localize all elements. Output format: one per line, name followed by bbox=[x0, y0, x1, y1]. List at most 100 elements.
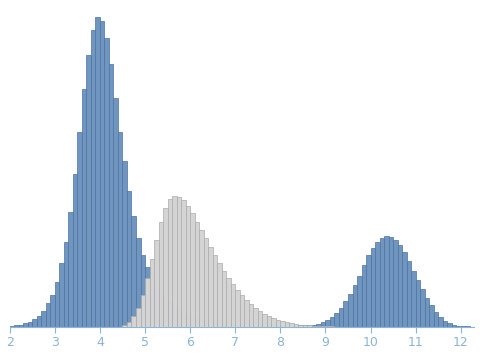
Bar bbox=[73, 174, 77, 327]
Bar bbox=[276, 325, 280, 327]
Bar bbox=[267, 325, 272, 327]
Bar bbox=[159, 221, 163, 327]
Bar bbox=[122, 325, 127, 327]
Bar bbox=[429, 306, 434, 327]
Bar bbox=[240, 295, 244, 327]
Bar bbox=[249, 304, 253, 327]
Bar bbox=[91, 30, 95, 327]
Bar bbox=[438, 317, 443, 327]
Bar bbox=[456, 326, 461, 327]
Bar bbox=[303, 325, 307, 327]
Bar bbox=[222, 324, 226, 327]
Bar bbox=[177, 311, 181, 327]
Bar bbox=[317, 324, 321, 327]
Bar bbox=[312, 325, 317, 327]
Bar bbox=[140, 254, 145, 327]
Bar bbox=[204, 321, 208, 327]
Bar bbox=[289, 325, 294, 327]
Bar bbox=[465, 326, 470, 327]
Bar bbox=[362, 265, 366, 327]
Bar bbox=[411, 271, 416, 327]
Bar bbox=[118, 132, 122, 327]
Bar bbox=[127, 322, 132, 327]
Bar bbox=[348, 294, 352, 327]
Bar bbox=[10, 326, 14, 327]
Bar bbox=[136, 307, 140, 327]
Bar bbox=[344, 301, 348, 327]
Bar bbox=[384, 236, 389, 327]
Bar bbox=[68, 212, 73, 327]
Bar bbox=[294, 325, 299, 327]
Bar bbox=[240, 325, 244, 327]
Bar bbox=[32, 319, 37, 327]
Bar bbox=[82, 89, 86, 327]
Bar bbox=[46, 303, 50, 327]
Bar bbox=[105, 38, 109, 327]
Bar bbox=[185, 206, 190, 327]
Bar bbox=[325, 326, 330, 327]
Bar bbox=[420, 289, 424, 327]
Bar bbox=[317, 326, 321, 327]
Bar bbox=[325, 320, 330, 327]
Bar bbox=[190, 213, 195, 327]
Bar bbox=[212, 256, 217, 327]
Bar bbox=[231, 325, 235, 327]
Bar bbox=[100, 21, 105, 327]
Bar bbox=[307, 325, 312, 327]
Bar bbox=[379, 238, 384, 327]
Bar bbox=[375, 242, 379, 327]
Bar bbox=[159, 294, 163, 327]
Bar bbox=[244, 301, 249, 327]
Bar bbox=[199, 230, 204, 327]
Bar bbox=[77, 132, 82, 327]
Bar bbox=[285, 322, 289, 327]
Bar bbox=[416, 280, 420, 327]
Bar bbox=[402, 253, 407, 327]
Bar bbox=[244, 325, 249, 327]
Bar bbox=[461, 326, 465, 327]
Bar bbox=[86, 55, 91, 327]
Bar bbox=[181, 200, 185, 327]
Bar bbox=[330, 326, 334, 327]
Bar bbox=[352, 285, 357, 327]
Bar bbox=[371, 248, 375, 327]
Bar bbox=[217, 263, 222, 327]
Bar bbox=[267, 316, 272, 327]
Bar bbox=[208, 247, 212, 327]
Bar bbox=[167, 303, 172, 327]
Bar bbox=[208, 322, 212, 327]
Bar bbox=[113, 98, 118, 327]
Bar bbox=[163, 208, 167, 327]
Bar bbox=[95, 17, 100, 327]
Bar bbox=[357, 276, 362, 327]
Bar bbox=[177, 197, 181, 327]
Bar bbox=[253, 325, 258, 327]
Bar bbox=[262, 314, 267, 327]
Bar bbox=[280, 321, 285, 327]
Bar bbox=[452, 325, 456, 327]
Bar bbox=[235, 290, 240, 327]
Bar bbox=[19, 325, 23, 327]
Bar bbox=[289, 323, 294, 327]
Bar bbox=[154, 286, 159, 327]
Bar bbox=[150, 278, 154, 327]
Bar bbox=[366, 256, 371, 327]
Bar bbox=[285, 325, 289, 327]
Bar bbox=[294, 324, 299, 327]
Bar bbox=[212, 323, 217, 327]
Bar bbox=[258, 325, 262, 327]
Bar bbox=[262, 325, 267, 327]
Bar bbox=[258, 311, 262, 327]
Bar bbox=[226, 278, 231, 327]
Bar bbox=[132, 316, 136, 327]
Bar bbox=[185, 315, 190, 327]
Bar bbox=[272, 318, 276, 327]
Bar bbox=[249, 325, 253, 327]
Bar bbox=[334, 313, 339, 327]
Bar bbox=[181, 313, 185, 327]
Bar bbox=[330, 317, 334, 327]
Bar bbox=[172, 196, 177, 327]
Bar bbox=[217, 323, 222, 327]
Bar bbox=[276, 320, 280, 327]
Bar bbox=[60, 263, 64, 327]
